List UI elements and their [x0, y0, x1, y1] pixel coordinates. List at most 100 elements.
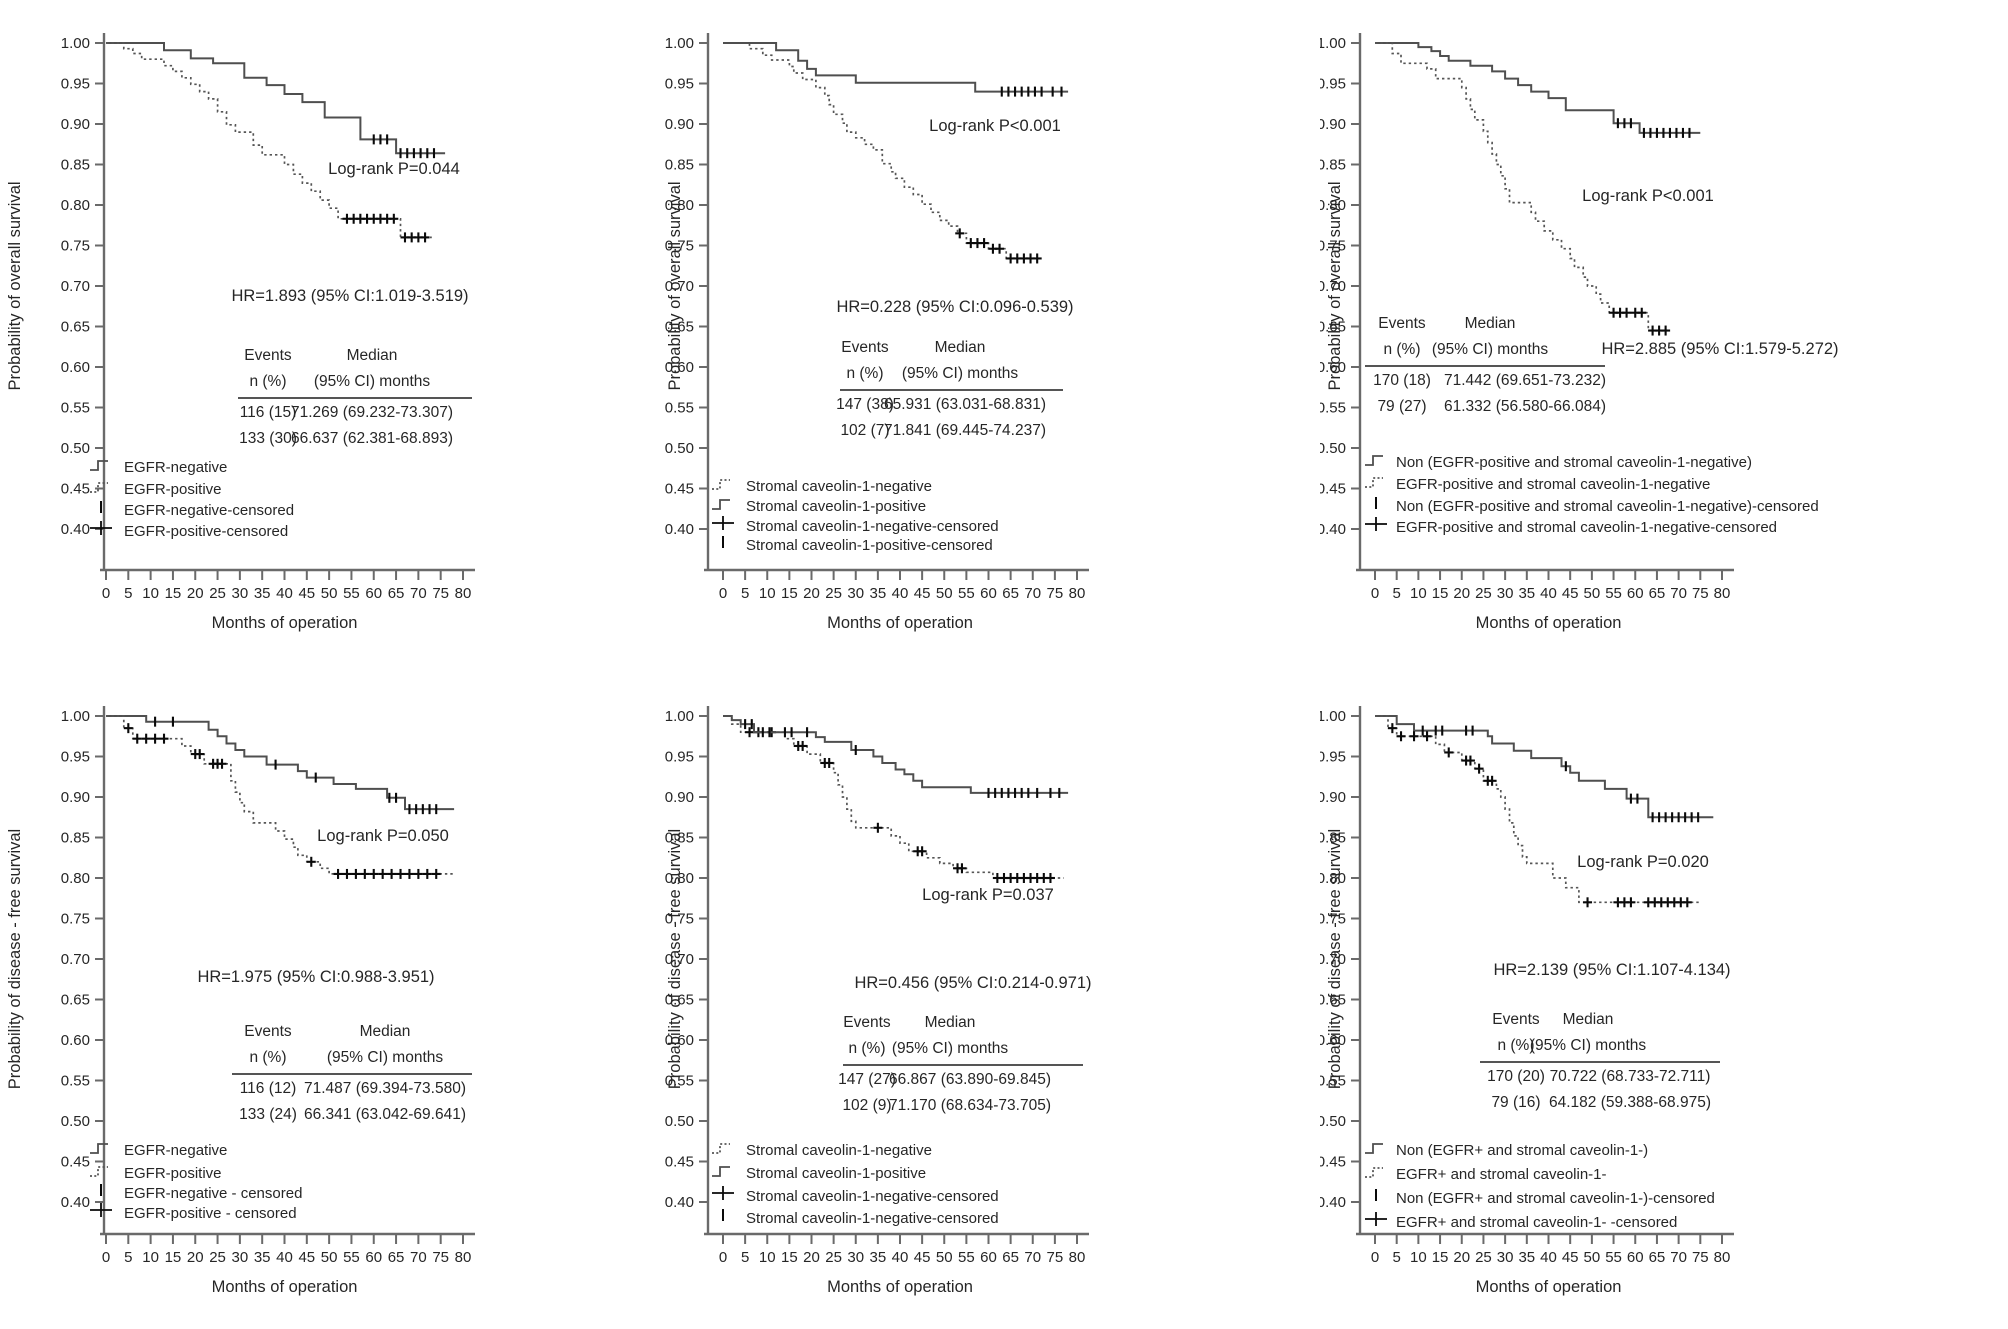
survival-curve-dotted	[723, 42, 1042, 260]
censor-marks-solid	[154, 716, 438, 815]
x-tick-label: 15	[1432, 1249, 1449, 1266]
y-tick-label: 0.40	[61, 521, 90, 538]
table-row-median: 66.637 (62.381-68.893)	[291, 430, 453, 447]
x-tick-label: 80	[1069, 585, 1086, 602]
km-panel-overall-survival-combined: 1.00 0.95 0.90 0.85 0.80 0.75 0.70 0.65 0.60 0.55…	[1320, 0, 2008, 664]
table-col1-header: Events	[244, 1023, 292, 1040]
x-tick-label: 65	[388, 585, 405, 602]
x-tick-label: 30	[1497, 1249, 1514, 1266]
x-tick-label: 70	[1670, 1249, 1687, 1266]
x-tick-label: 25	[1475, 585, 1492, 602]
x-tick-label: 60	[980, 585, 997, 602]
legend-label: Stromal caveolin-1-positive	[746, 1165, 926, 1182]
y-tick-label: 0.55	[1320, 400, 1346, 417]
x-tick-label: 30	[1497, 585, 1514, 602]
km-panel-disease-free-egfr: 1.00 0.95 0.90 0.85 0.80 0.75 0.70 0.65 0.60 0.55…	[0, 664, 660, 1328]
x-tick-label: 20	[803, 585, 820, 602]
y-tick-label: 0.45	[1320, 1154, 1346, 1171]
y-tick-label: 1.00	[61, 35, 90, 52]
survival-curve-solid	[723, 42, 1069, 93]
y-tick-label: 0.50	[1320, 1113, 1346, 1130]
y-tick-label: 0.70	[1320, 278, 1346, 295]
y-tick-label: 1.00	[665, 708, 694, 725]
axes: 1.00 0.95 0.90 0.85 0.80 0.75 0.70 0.65 0.60 0.55…	[61, 33, 475, 602]
legend: Non (EGFR+ and stromal caveolin-1-) EGFR+…	[1365, 1142, 1715, 1231]
x-tick-label: 80	[1714, 585, 1731, 602]
x-tick-label: 55	[343, 1249, 360, 1266]
y-tick-label: 0.65	[1320, 319, 1346, 336]
km-panel-overall-survival-egfr: 1.00 0.95 0.90 0.85 0.80 0.75 0.70 0.65 0.60 0.55…	[0, 0, 660, 664]
x-tick-label: 80	[455, 1249, 472, 1266]
hazard-ratio-label: HR=2.885 (95% CI:1.579-5.272)	[1601, 340, 1838, 358]
x-tick-label: 25	[825, 585, 842, 602]
x-tick-label: 20	[1453, 1249, 1470, 1266]
axes: 1.00 0.95 0.90 0.85 0.80 0.75 0.70 0.65 0.60 0.55…	[61, 706, 475, 1266]
step-dotted-legend-icon	[90, 482, 108, 493]
table-col1-subheader: n (%)	[249, 373, 286, 390]
table-col1-header: Events	[1492, 1011, 1540, 1028]
x-tick-label: 50	[936, 585, 953, 602]
x-tick-label: 60	[980, 1249, 997, 1266]
table-col1-header: Events	[841, 339, 889, 356]
legend-label: EGFR+ and stromal caveolin-1- -censored	[1396, 1214, 1677, 1231]
y-tick-label: 0.40	[665, 521, 694, 538]
y-tick-label: 0.60	[61, 359, 90, 376]
x-tick-label: 75	[1692, 585, 1709, 602]
censor-marks-dotted	[1387, 723, 1692, 908]
censor-marks-solid	[372, 134, 436, 159]
survival-curve-dotted	[106, 42, 432, 239]
survival-curve-dotted	[723, 715, 1064, 879]
x-tick-label: 5	[741, 1249, 749, 1266]
x-tick-label: 60	[365, 1249, 382, 1266]
y-tick-label: 0.95	[61, 749, 90, 766]
x-tick-label: 45	[914, 1249, 931, 1266]
step-solid-legend-icon	[712, 499, 730, 510]
km-plot-overall-survival-caveolin: 1.00 0.95 0.90 0.85 0.80 0.75 0.70 0.65 0.60 0.55…	[665, 33, 1089, 632]
y-tick-label: 0.80	[1320, 197, 1346, 214]
x-tick-label: 30	[847, 585, 864, 602]
x-tick-label: 20	[187, 1249, 204, 1266]
y-tick-label: 0.90	[665, 116, 694, 133]
y-tick-label: 0.65	[61, 992, 90, 1009]
x-tick-label: 40	[892, 1249, 909, 1266]
x-tick-label: 40	[1540, 1249, 1557, 1266]
table-row-median: 71.841 (69.445-74.237)	[884, 422, 1046, 439]
y-tick-label: 0.65	[1320, 992, 1346, 1009]
table-col1-subheader: n (%)	[249, 1049, 286, 1066]
x-axis-label: Months of operation	[212, 614, 358, 632]
table-row-median: 70.722 (68.733-72.711)	[1550, 1068, 1711, 1085]
y-tick-label: 0.40	[1320, 1194, 1346, 1211]
x-tick-label: 65	[1649, 1249, 1666, 1266]
y-axis-label: Probability of disease - free survival	[6, 829, 24, 1089]
x-tick-label: 35	[254, 1249, 271, 1266]
legend: EGFR-negative EGFR-positive EGFR-negative-…	[90, 459, 294, 540]
axes: 1.00 0.95 0.90 0.85 0.80 0.75 0.70 0.65 0.60 0.55…	[665, 706, 1089, 1266]
y-tick-label: 0.50	[1320, 440, 1346, 457]
x-tick-label: 10	[142, 585, 159, 602]
y-tick-label: 0.70	[665, 951, 694, 968]
y-tick-label: 0.60	[61, 1032, 90, 1049]
y-tick-label: 0.75	[665, 911, 694, 928]
km-plot-overall-survival-egfr: 1.00 0.95 0.90 0.85 0.80 0.75 0.70 0.65 0.60 0.55…	[6, 33, 475, 632]
axes: 1.00 0.95 0.90 0.85 0.80 0.75 0.70 0.65 0.60 0.55…	[1320, 33, 1734, 602]
table-row-events: 133 (24)	[239, 1106, 297, 1123]
y-tick-label: 0.45	[665, 1154, 694, 1171]
step-dotted-legend-icon	[712, 1143, 730, 1154]
x-tick-label: 60	[1627, 1249, 1644, 1266]
y-tick-label: 0.45	[61, 1154, 90, 1171]
y-tick-label: 0.75	[1320, 238, 1346, 255]
table-row-median: 65.931 (63.031-68.831)	[884, 396, 1046, 413]
y-tick-label: 0.55	[665, 1073, 694, 1090]
legend-label: Non (EGFR-positive and stromal caveolin-…	[1396, 498, 1819, 515]
x-tick-label: 35	[870, 1249, 887, 1266]
x-tick-label: 65	[1002, 585, 1019, 602]
survival-curve-dotted	[1375, 715, 1701, 904]
y-tick-label: 0.85	[1320, 830, 1346, 847]
step-solid-legend-icon	[1365, 1143, 1383, 1154]
table-col1-header: Events	[244, 347, 292, 364]
events-median-table: Events Median n (%)(95% CI) months 170 (20)…	[1480, 1011, 1720, 1111]
y-tick-label: 0.85	[61, 157, 90, 174]
y-tick-label: 0.95	[1320, 76, 1346, 93]
y-tick-label: 0.85	[665, 157, 694, 174]
y-tick-label: 0.50	[61, 440, 90, 457]
